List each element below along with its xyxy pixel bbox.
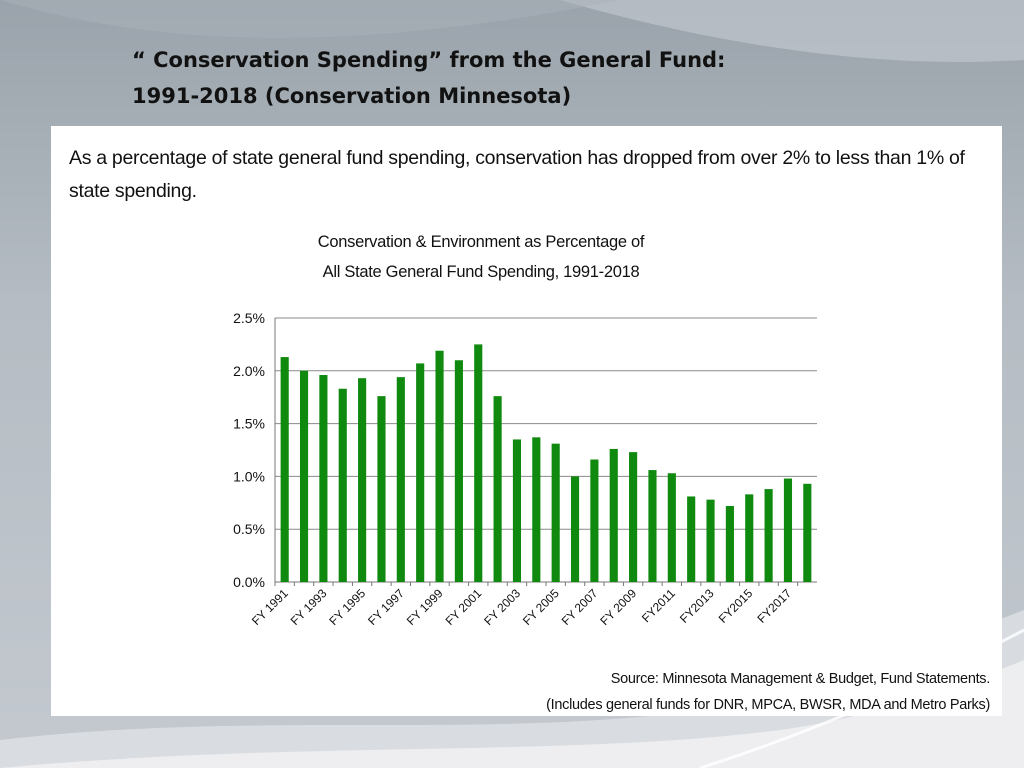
x-tick-label: FY2015 — [716, 586, 756, 626]
bar — [493, 396, 502, 582]
bar — [667, 473, 676, 582]
slide-title: “ Conservation Spending” from the Genera… — [132, 42, 892, 114]
bar — [299, 370, 309, 582]
source-note: Source: Minnesota Management & Budget, F… — [546, 666, 990, 718]
bar — [764, 489, 773, 582]
bar — [358, 378, 367, 582]
bar — [725, 505, 734, 582]
bar — [280, 357, 289, 582]
x-tick-label: FY 2001 — [443, 586, 485, 628]
x-tick-label: FY 1995 — [326, 586, 368, 628]
x-tick-label: FY 1991 — [249, 586, 291, 628]
x-tick-label: FY 2003 — [481, 586, 523, 628]
chart-title: Conservation & Environment as Percentage… — [281, 227, 681, 287]
chart-title-line1: Conservation & Environment as Percentage… — [317, 233, 645, 251]
x-tick-label: FY 2009 — [597, 586, 639, 628]
bar — [435, 350, 444, 582]
x-tick-label: FY2013 — [677, 586, 717, 626]
bar — [474, 344, 483, 582]
bar — [590, 459, 599, 582]
y-tick-label: 1.0% — [233, 468, 265, 484]
bar — [648, 470, 657, 582]
bar — [532, 437, 541, 582]
bar — [609, 448, 618, 582]
bar — [687, 496, 696, 582]
bar — [570, 476, 580, 582]
bar — [551, 443, 560, 582]
x-tick-label: FY 1993 — [288, 586, 330, 628]
bar — [416, 363, 425, 582]
y-tick-label: 2.0% — [233, 363, 265, 379]
bar — [377, 396, 386, 582]
y-tick-label: 1.5% — [233, 416, 265, 432]
chart-panel: As a percentage of state general fund sp… — [51, 126, 1002, 716]
y-tick-label: 2.5% — [233, 310, 265, 326]
y-tick-label: 0.0% — [233, 574, 265, 590]
x-tick-label: FY 2005 — [520, 586, 562, 628]
bar — [512, 439, 522, 582]
x-tick-label: FY 2007 — [559, 586, 601, 628]
x-tick-label: FY 1997 — [365, 586, 407, 628]
y-tick-label: 0.5% — [233, 521, 265, 537]
bar — [629, 452, 638, 582]
source-line1: Source: Minnesota Management & Budget, F… — [610, 671, 991, 687]
chart-title-line2: All State General Fund Spending, 1991-20… — [322, 263, 640, 281]
x-tick-label: FY2017 — [754, 586, 794, 626]
bar — [454, 360, 463, 582]
bar — [319, 375, 328, 582]
bar — [338, 388, 347, 582]
intro-text: As a percentage of state general fund sp… — [69, 147, 965, 202]
source-line2: (Includes general funds for DNR, MPCA, B… — [546, 697, 990, 713]
bar — [745, 494, 754, 582]
slide-title-line1: “ Conservation Spending” from the Genera… — [132, 48, 726, 72]
bar — [706, 499, 715, 582]
x-tick-label: FY2011 — [639, 586, 678, 625]
x-tick-label: FY 1999 — [404, 586, 446, 628]
bar — [783, 478, 793, 582]
slide-title-line2: 1991-2018 (Conservation Minnesota) — [132, 84, 572, 108]
bar — [396, 377, 405, 582]
bar — [803, 483, 812, 582]
